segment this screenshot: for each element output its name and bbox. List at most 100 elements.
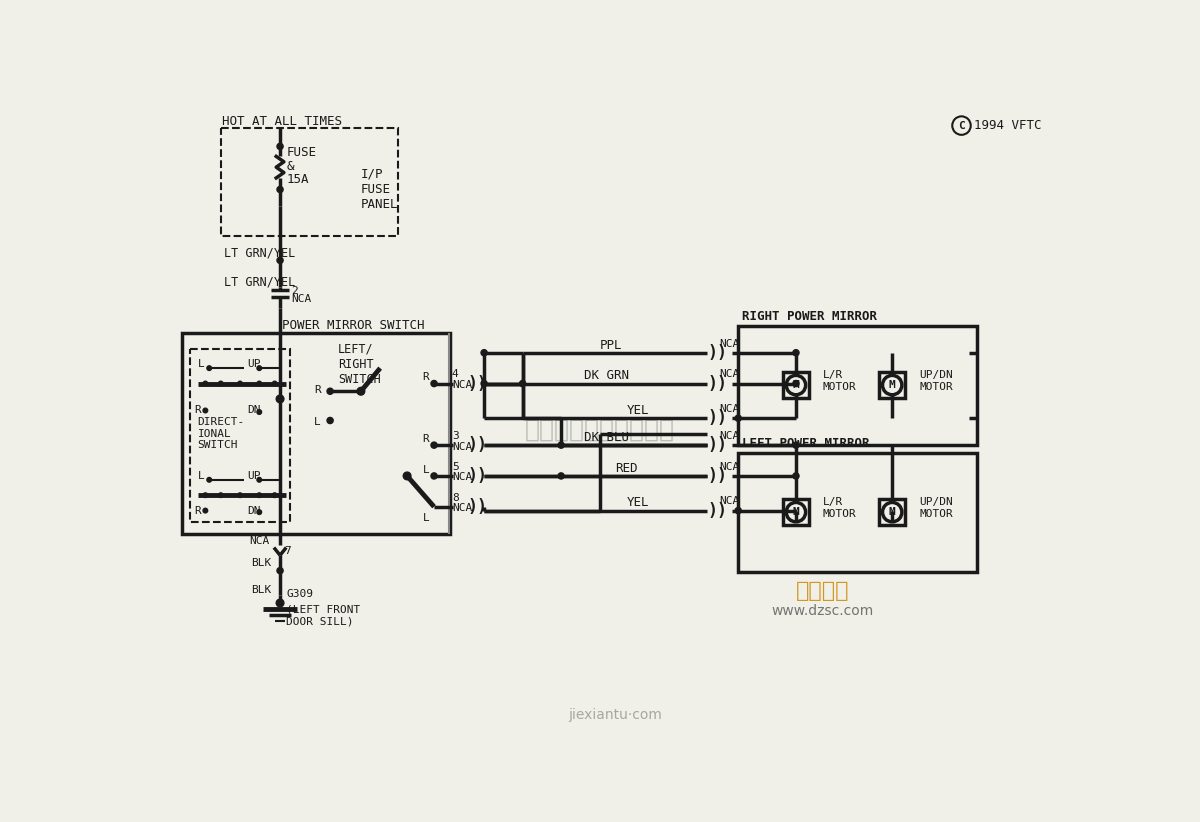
Circle shape <box>206 366 211 371</box>
Text: )): )) <box>467 467 487 485</box>
Text: NCA: NCA <box>719 431 739 441</box>
Circle shape <box>328 418 334 423</box>
Circle shape <box>238 493 242 497</box>
Text: HOT AT ALL TIMES: HOT AT ALL TIMES <box>222 115 342 128</box>
Text: M: M <box>889 507 895 517</box>
Circle shape <box>238 381 242 386</box>
Text: R: R <box>422 372 430 382</box>
Text: R: R <box>194 506 200 515</box>
Text: LEFT POWER MIRROR: LEFT POWER MIRROR <box>742 437 870 450</box>
Text: YEL: YEL <box>626 496 649 510</box>
Text: FUSE: FUSE <box>287 146 317 159</box>
Circle shape <box>206 478 211 482</box>
Text: M: M <box>792 380 799 390</box>
Text: UP: UP <box>247 359 262 369</box>
Text: R: R <box>314 385 320 395</box>
Text: R: R <box>422 434 430 444</box>
Circle shape <box>431 442 437 448</box>
Text: PPL: PPL <box>600 339 622 352</box>
Text: L: L <box>198 471 204 481</box>
Circle shape <box>793 381 799 386</box>
Text: L/R
MOTOR: L/R MOTOR <box>823 497 857 519</box>
Text: NCA: NCA <box>719 369 739 379</box>
Text: L: L <box>314 417 320 427</box>
Text: POWER MIRROR SWITCH: POWER MIRROR SWITCH <box>282 319 425 332</box>
Text: 8: 8 <box>451 492 458 502</box>
Text: )): )) <box>708 467 727 485</box>
Circle shape <box>203 381 208 386</box>
Text: NCA: NCA <box>719 496 739 506</box>
Circle shape <box>793 473 799 479</box>
Text: www.dzsc.com: www.dzsc.com <box>772 603 874 617</box>
Text: RED: RED <box>616 462 637 475</box>
Text: R: R <box>194 405 200 415</box>
Text: DIRECT-
IONAL
SWITCH: DIRECT- IONAL SWITCH <box>198 417 245 450</box>
Circle shape <box>736 415 742 421</box>
Text: NCA: NCA <box>719 462 739 472</box>
Circle shape <box>257 478 262 482</box>
Text: &: & <box>287 160 294 173</box>
Circle shape <box>358 387 365 395</box>
Text: NCA: NCA <box>451 473 472 483</box>
Circle shape <box>403 472 410 480</box>
Text: L: L <box>422 464 430 475</box>
Text: UP/DN
MOTOR: UP/DN MOTOR <box>919 497 953 519</box>
Bar <box>738 326 977 446</box>
Text: DN: DN <box>247 405 262 415</box>
Circle shape <box>481 349 487 356</box>
Circle shape <box>431 381 437 386</box>
Text: )): )) <box>467 498 487 515</box>
Circle shape <box>558 473 564 479</box>
Text: UP: UP <box>247 471 262 481</box>
Circle shape <box>276 599 284 607</box>
Circle shape <box>272 381 277 386</box>
Bar <box>182 334 450 533</box>
Text: L: L <box>422 513 430 524</box>
Circle shape <box>203 409 208 413</box>
Text: 2: 2 <box>290 286 298 296</box>
Circle shape <box>203 508 208 513</box>
Circle shape <box>257 409 262 414</box>
Circle shape <box>558 442 564 448</box>
Circle shape <box>257 493 262 497</box>
Text: NCA: NCA <box>290 293 311 304</box>
Text: LEFT/
RIGHT
SWITCH: LEFT/ RIGHT SWITCH <box>338 343 380 386</box>
Circle shape <box>793 349 799 356</box>
Text: NCA: NCA <box>451 441 472 451</box>
Bar <box>880 499 905 525</box>
Bar <box>221 128 398 236</box>
Circle shape <box>203 493 208 497</box>
Text: BLK: BLK <box>251 585 271 595</box>
Text: NCA: NCA <box>719 404 739 414</box>
Circle shape <box>277 257 283 263</box>
Text: 1994 VFTC: 1994 VFTC <box>974 119 1042 132</box>
Text: )): )) <box>708 436 727 454</box>
Circle shape <box>277 187 283 192</box>
Bar <box>190 349 290 522</box>
Text: 维库一下: 维库一下 <box>796 581 850 602</box>
Text: jiexiantu·com: jiexiantu·com <box>568 708 662 722</box>
Circle shape <box>257 366 262 371</box>
Text: C: C <box>958 121 965 131</box>
Text: 3: 3 <box>451 431 458 441</box>
Text: RIGHT POWER MIRROR: RIGHT POWER MIRROR <box>742 310 877 323</box>
Text: DK GRN: DK GRN <box>584 369 629 382</box>
Circle shape <box>277 567 283 574</box>
Circle shape <box>793 442 799 448</box>
Circle shape <box>520 381 526 386</box>
Text: NCA: NCA <box>250 537 270 547</box>
Circle shape <box>431 473 437 479</box>
Circle shape <box>736 507 742 514</box>
Text: (LEFT FRONT
DOOR SILL): (LEFT FRONT DOOR SILL) <box>287 604 360 626</box>
Text: M: M <box>792 507 799 517</box>
Text: NCA: NCA <box>451 380 472 390</box>
Text: )): )) <box>708 501 727 520</box>
Text: LT GRN/YEL: LT GRN/YEL <box>224 275 295 289</box>
Bar <box>738 453 977 572</box>
Text: G309: G309 <box>287 589 313 598</box>
Text: NCA: NCA <box>451 503 472 513</box>
Text: )): )) <box>708 409 727 427</box>
Text: I/P
FUSE
PANEL: I/P FUSE PANEL <box>361 168 398 211</box>
Text: BLK: BLK <box>251 558 271 568</box>
Circle shape <box>277 143 283 150</box>
